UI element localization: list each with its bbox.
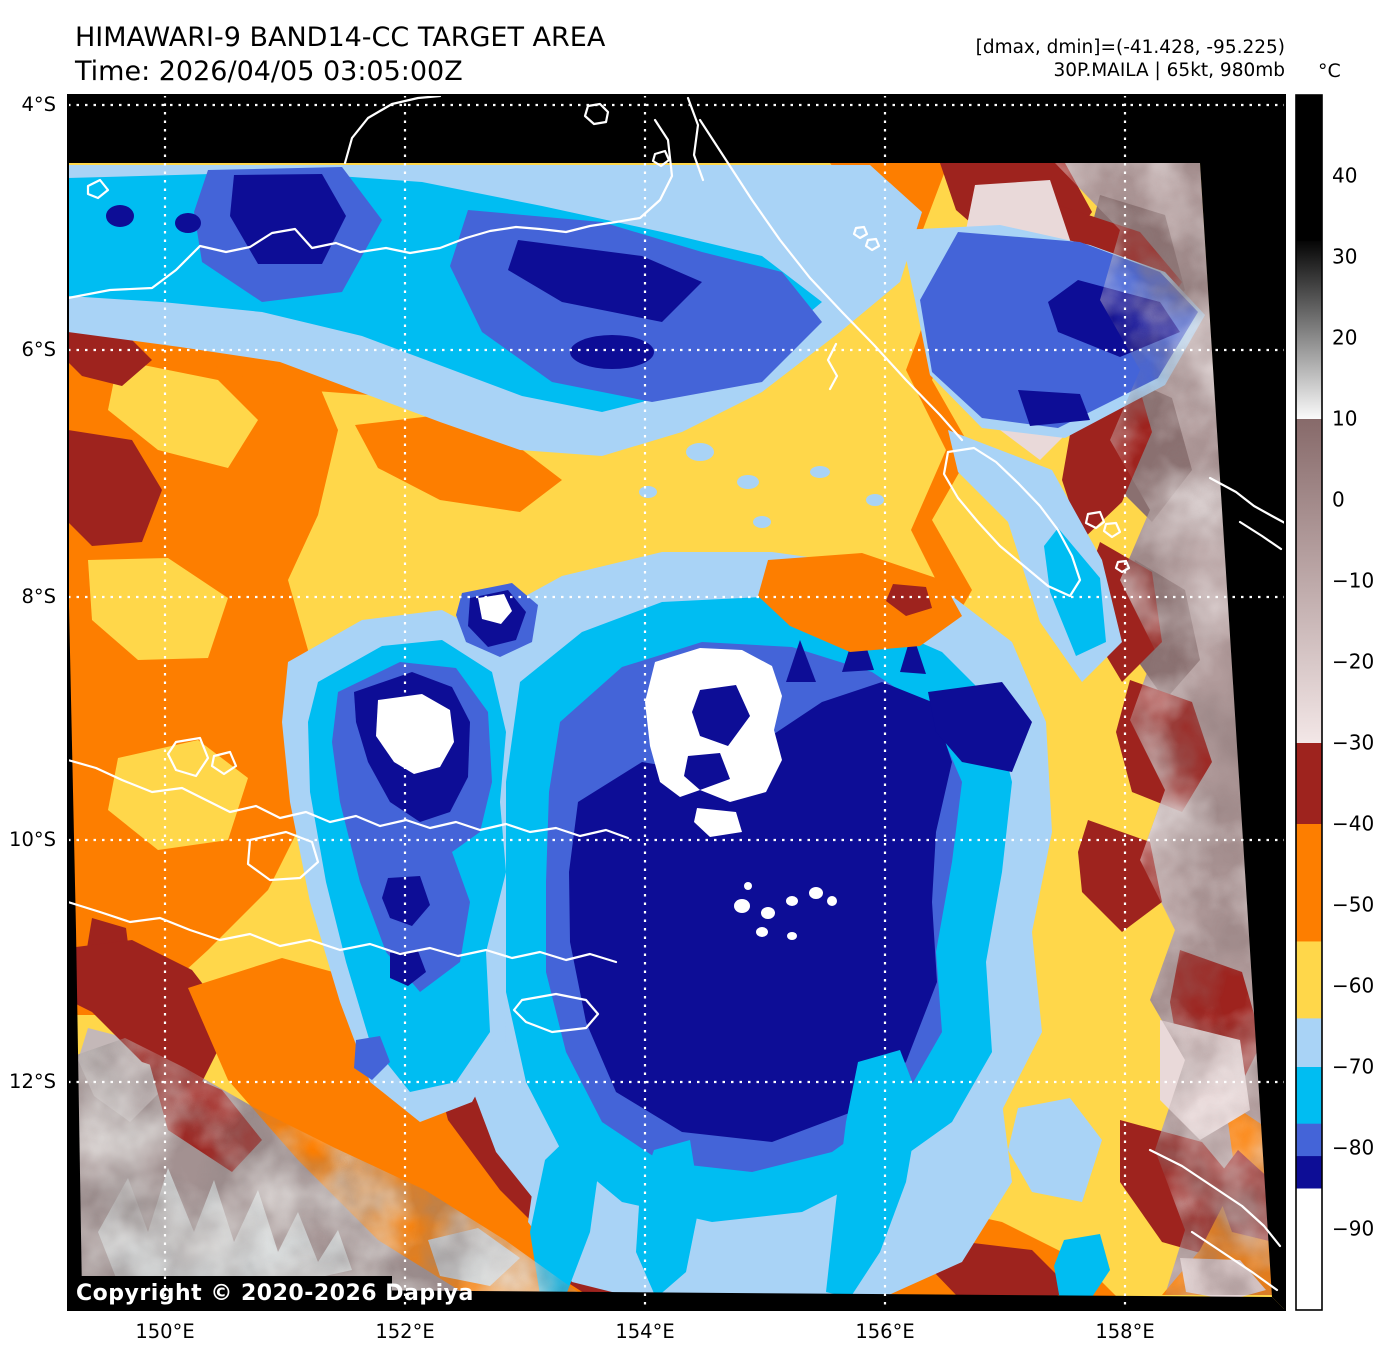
colorbar-tick-label: −70 [1332,1054,1375,1079]
lon-tick-label: 150°E [135,1320,195,1343]
colorbar-segment [1296,95,1322,242]
lon-tick-label: 154°E [615,1320,675,1343]
colorbar-segment [1296,1123,1322,1157]
dmax-dmin-annotation: [dmax, dmin]=(-41.428, -95.225) [975,37,1285,58]
colorbar-tick-label: −80 [1332,1135,1375,1160]
colorbar-tick-label: 20 [1332,325,1358,350]
figure-time: Time: 2026/04/05 03:05:00Z [75,56,463,87]
copyright-label: Copyright © 2020-2026 Dapiya [76,1281,474,1306]
colorbar-segment [1296,824,1322,943]
colorbar-tick-label: −10 [1332,568,1375,593]
colorbar-segment [1296,240,1322,420]
colorbar-tick-label: −90 [1332,1216,1375,1241]
annotation-block: [dmax, dmin]=(-41.428, -95.225) 30P.MAIL… [976,36,1285,82]
colorbar-tick-label: −20 [1332,649,1375,674]
lat-tick-label: 12°S [9,1070,56,1094]
lon-tick-label: 158°E [1095,1320,1155,1343]
colorbar-segment [1296,1188,1322,1311]
lat-tick-label: 10°S [9,828,56,852]
lat-tick-label: 8°S [21,585,56,609]
colorbar-tick-label: 10 [1332,406,1358,431]
colorbar-segment [1296,1018,1322,1068]
colorbar-tick-label: 30 [1332,244,1358,269]
colorbar-segment [1296,419,1322,744]
colorbar-tick-label: 40 [1332,163,1358,188]
colorbar-segment [1296,743,1322,825]
colorbar-unit-label: °C [1318,60,1341,82]
colorbar-segment [1296,1067,1322,1125]
colorbar-tick-label: 0 [1332,487,1345,512]
colorbar [1295,94,1323,1311]
colorbar-tick-label: −50 [1332,892,1375,917]
colorbar-tick-label: −40 [1332,811,1375,836]
colorbar-segment [1296,1156,1322,1190]
storm-annotation: 30P.MAILA | 65kt, 980mb [1053,60,1286,82]
colorbar-tick-label: −30 [1332,730,1375,755]
figure-title: HIMAWARI-9 BAND14-CC TARGET AREA [75,22,606,53]
lat-tick-label: 4°S [21,93,56,117]
lat-tick-label: 6°S [21,338,56,362]
colorbar-tick-label: −60 [1332,973,1375,998]
colorbar-segment [1296,941,1322,1019]
map-data-layer [68,95,1285,1310]
lon-tick-label: 152°E [375,1320,435,1343]
lon-tick-label: 156°E [855,1320,915,1343]
